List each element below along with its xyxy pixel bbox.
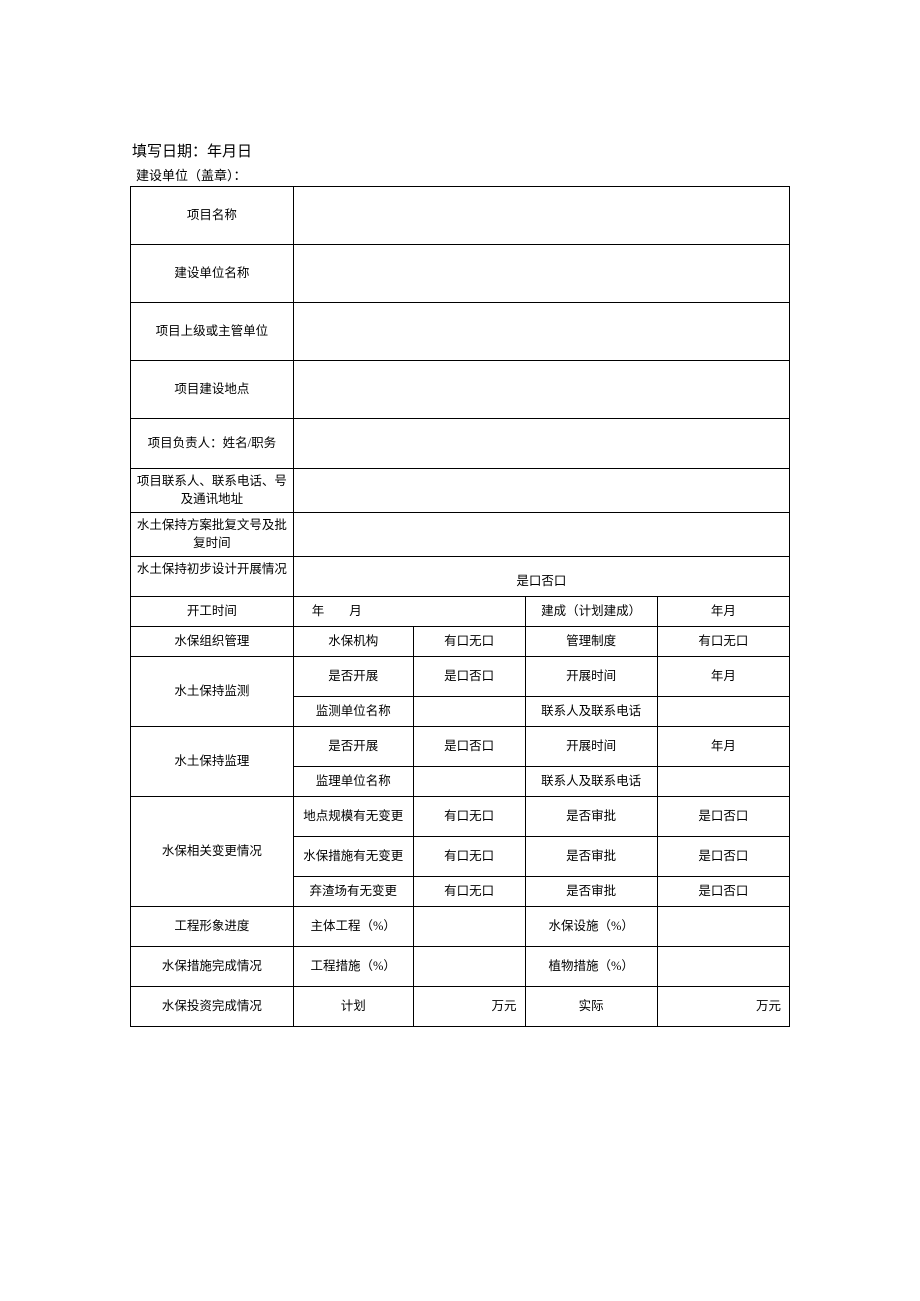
value-cell	[293, 245, 789, 303]
label-cell: 水保设施（%）	[525, 907, 657, 947]
value-cell	[657, 697, 789, 727]
table-row: 项目联系人、联系电话、号及通讯地址	[131, 469, 790, 513]
label-cell: 是否审批	[525, 837, 657, 877]
value-cell: 万元	[657, 987, 789, 1027]
value-cell	[293, 513, 789, 557]
table-row: 水保组织管理 水保机构 有口无口 管理制度 有口无口	[131, 627, 790, 657]
value-cell	[293, 361, 789, 419]
value-cell: 是口否口	[293, 557, 789, 597]
value-cell	[657, 767, 789, 797]
table-row: 水保措施完成情况 工程措施（%） 植物措施（%）	[131, 947, 790, 987]
label-cell: 工程措施（%）	[293, 947, 413, 987]
value-cell: 有口无口	[413, 797, 525, 837]
label-cell: 水土保持初步设计开展情况	[131, 557, 294, 597]
value-cell	[657, 907, 789, 947]
label-cell: 水保措施有无变更	[293, 837, 413, 877]
table-row: 项目名称	[131, 187, 790, 245]
form-date-line: 填写日期：年月日	[130, 140, 790, 161]
value-cell: 是口否口	[413, 657, 525, 697]
label-cell: 地点规模有无变更	[293, 797, 413, 837]
label-cell: 是否审批	[525, 797, 657, 837]
label-cell: 水保机构	[293, 627, 413, 657]
value-cell: 有口无口	[657, 627, 789, 657]
label-cell: 水土保持监测	[131, 657, 294, 727]
label-cell: 开展时间	[525, 657, 657, 697]
value-cell	[413, 907, 525, 947]
table-row: 建设单位名称	[131, 245, 790, 303]
value-cell	[293, 187, 789, 245]
label-cell: 水保投资完成情况	[131, 987, 294, 1027]
value-cell: 有口无口	[413, 877, 525, 907]
value-cell	[413, 767, 525, 797]
value-cell	[413, 947, 525, 987]
label-cell: 监测单位名称	[293, 697, 413, 727]
label-cell: 项目名称	[131, 187, 294, 245]
value-cell: 年月	[657, 657, 789, 697]
table-row: 工程形象进度 主体工程（%） 水保设施（%）	[131, 907, 790, 947]
value-cell: 年 月	[293, 597, 525, 627]
table-row: 水土保持监测 是否开展 是口否口 开展时间 年月	[131, 657, 790, 697]
value-cell: 有口无口	[413, 627, 525, 657]
label-cell: 实际	[525, 987, 657, 1027]
label-cell: 水土保持方案批复文号及批复时间	[131, 513, 294, 557]
value-cell	[293, 419, 789, 469]
label-cell: 联系人及联系电话	[525, 767, 657, 797]
table-row: 水土保持初步设计开展情况 是口否口	[131, 557, 790, 597]
form-unit-seal-line: 建设单位（盖章）：	[130, 165, 790, 184]
value-cell: 是口否口	[657, 797, 789, 837]
label-cell: 水保组织管理	[131, 627, 294, 657]
value-cell: 年月	[657, 727, 789, 767]
table-row: 水土保持监理 是否开展 是口否口 开展时间 年月	[131, 727, 790, 767]
label-cell: 主体工程（%）	[293, 907, 413, 947]
value-cell	[293, 469, 789, 513]
label-cell: 水保相关变更情况	[131, 797, 294, 907]
table-row: 开工时间 年 月 建成（计划建成） 年月	[131, 597, 790, 627]
label-cell: 管理制度	[525, 627, 657, 657]
label-cell: 联系人及联系电话	[525, 697, 657, 727]
form-table: 项目名称 建设单位名称 项目上级或主管单位 项目建设地点 项目负责人：姓名/职务…	[130, 186, 790, 1027]
label-cell: 项目建设地点	[131, 361, 294, 419]
label-cell: 计划	[293, 987, 413, 1027]
label-cell: 是否开展	[293, 727, 413, 767]
label-cell: 弃渣场有无变更	[293, 877, 413, 907]
label-cell: 项目负责人：姓名/职务	[131, 419, 294, 469]
table-row: 项目建设地点	[131, 361, 790, 419]
value-cell: 万元	[413, 987, 525, 1027]
table-row: 水保相关变更情况 地点规模有无变更 有口无口 是否审批 是口否口	[131, 797, 790, 837]
label-cell: 建设单位名称	[131, 245, 294, 303]
value-cell: 是口否口	[657, 877, 789, 907]
label-cell: 是否开展	[293, 657, 413, 697]
label-cell: 项目联系人、联系电话、号及通讯地址	[131, 469, 294, 513]
label-cell: 建成（计划建成）	[525, 597, 657, 627]
value-cell: 是口否口	[413, 727, 525, 767]
value-cell	[413, 697, 525, 727]
value-cell	[293, 303, 789, 361]
value-cell	[657, 947, 789, 987]
label-cell: 监理单位名称	[293, 767, 413, 797]
value-cell: 是口否口	[657, 837, 789, 877]
table-row: 水土保持方案批复文号及批复时间	[131, 513, 790, 557]
table-row: 项目上级或主管单位	[131, 303, 790, 361]
label-cell: 水保措施完成情况	[131, 947, 294, 987]
label-cell: 是否审批	[525, 877, 657, 907]
label-cell: 项目上级或主管单位	[131, 303, 294, 361]
label-cell: 工程形象进度	[131, 907, 294, 947]
label-cell: 水土保持监理	[131, 727, 294, 797]
label-cell: 开工时间	[131, 597, 294, 627]
table-row: 水保投资完成情况 计划 万元 实际 万元	[131, 987, 790, 1027]
value-cell: 有口无口	[413, 837, 525, 877]
label-cell: 开展时间	[525, 727, 657, 767]
table-row: 项目负责人：姓名/职务	[131, 419, 790, 469]
label-cell: 植物措施（%）	[525, 947, 657, 987]
value-cell: 年月	[657, 597, 789, 627]
